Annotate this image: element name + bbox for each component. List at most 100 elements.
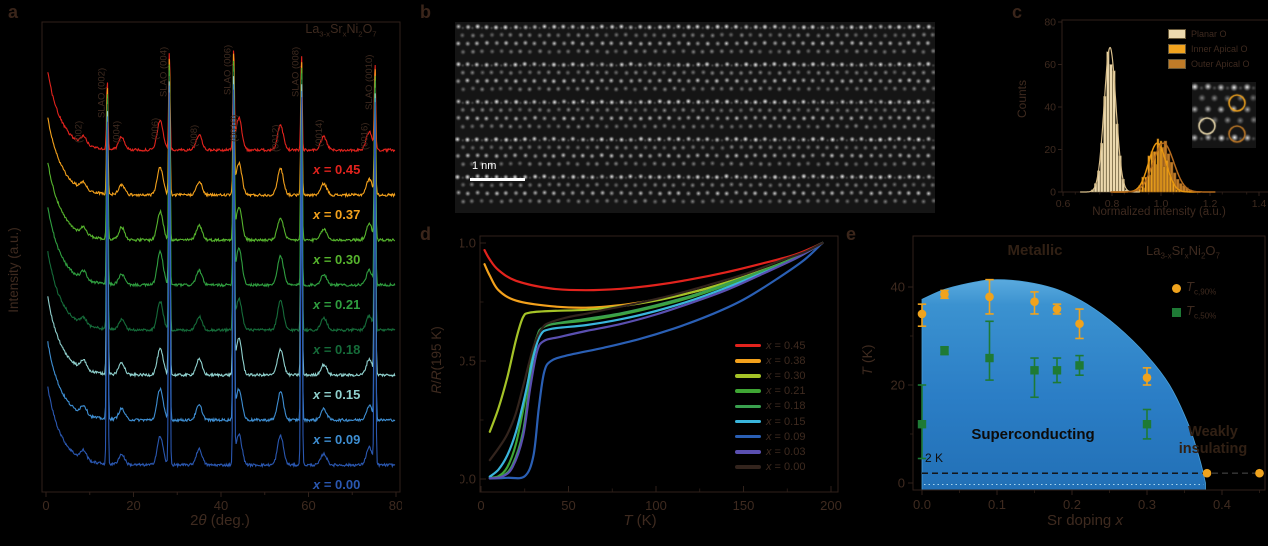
tc90-point — [1202, 468, 1212, 478]
panel-e-letter: e — [846, 224, 857, 244]
resistance-curve — [483, 241, 824, 292]
scale-bar — [470, 178, 525, 181]
substrate-peak-label: SLAO (002) — [96, 68, 107, 118]
tc50-point — [985, 353, 994, 363]
hist-bar — [1150, 151, 1154, 193]
tc90-point — [1142, 373, 1152, 382]
film-peak-label: (008) — [189, 125, 200, 147]
xrd-title-formula: La3-xSrxNi2O7 — [305, 22, 377, 39]
resistance-legend-item: x = 0.30 — [735, 368, 805, 383]
hist-bar — [1153, 151, 1157, 193]
superconducting-region-label: Superconducting — [971, 426, 1095, 443]
plot-frame — [912, 235, 1266, 491]
x-tick-label: 1.0 — [1154, 198, 1169, 210]
phase-legend: Tc,90% Tc,50% — [1172, 276, 1216, 324]
resistance-legend-item: x = 0.38 — [735, 353, 805, 368]
hist-bar — [1162, 166, 1166, 193]
y-tick-label: 80 — [1044, 17, 1056, 29]
hist-bar — [1159, 140, 1163, 193]
legend-label: Inner Apical O — [1191, 43, 1248, 54]
xrd-curve — [47, 89, 396, 469]
y-tick-label: 20 — [1044, 144, 1056, 156]
resistance-legend-item: x = 0.15 — [735, 414, 805, 429]
legend-line — [735, 404, 761, 409]
xrd-curve-label: x = 0.18 — [313, 342, 361, 357]
legend-swatch — [1168, 28, 1186, 39]
y-tick-label: 0 — [1050, 187, 1056, 199]
xrd-curve-label: x = 0.09 — [313, 432, 361, 447]
x-tick-label: 0.4 — [1213, 497, 1231, 512]
resistance-curve — [488, 241, 824, 478]
tc50-point — [940, 346, 949, 355]
x-tick-label: 60 — [301, 498, 315, 513]
film-peak-label: (002) — [74, 121, 85, 143]
xrd-curve-label: x = 0.30 — [313, 252, 361, 267]
substrate-peak-label: SLAO (0010) — [364, 55, 375, 110]
film-peak-label: (0014) — [314, 120, 325, 147]
y-tick-label: 40 — [891, 280, 905, 295]
y-tick-label: 0.5 — [460, 354, 476, 369]
legend-line — [735, 389, 761, 393]
resistance-legend-item: x = 0.03 — [735, 444, 805, 459]
resistance-legend-item: x = 0.09 — [735, 429, 805, 444]
histogram-legend-item: Planar O — [1168, 26, 1250, 41]
resistance-legend: x = 0.45 x = 0.38 x = 0.30 x = 0.21 x = 0.18… — [735, 338, 805, 475]
resistance-y-axis-label: R/R(195 K) — [429, 326, 444, 394]
stem-image — [455, 22, 935, 213]
gaussian-fit-curve — [1110, 142, 1216, 193]
tc90-point — [1075, 319, 1084, 329]
legend-label: x = 0.21 — [766, 385, 806, 398]
phase-legend-item: Tc,50% — [1172, 300, 1216, 324]
x-tick-label: 40 — [214, 498, 228, 513]
panel-c-letter: c — [1012, 2, 1023, 22]
substrate-peak-label: SLAO (006) — [223, 45, 234, 95]
tc90-point — [1255, 468, 1264, 478]
x-tick-label: 100 — [645, 498, 667, 513]
scale-bar-label: 1 nm — [472, 160, 497, 172]
legend-swatch — [1168, 43, 1186, 54]
tc50-point — [1030, 366, 1039, 375]
legend-marker — [1172, 283, 1181, 293]
two-kelvin-label: 2 K — [925, 451, 944, 465]
legend-label: Outer Apical O — [1191, 58, 1250, 69]
film-peak-label: (006) — [150, 118, 161, 140]
legend-line — [735, 343, 761, 348]
tc50-point — [1052, 366, 1062, 375]
phase-legend-item: Tc,90% — [1172, 276, 1216, 300]
xrd-plot: 0 20 40 60 80 (002) (004) (006) (008) (0010) (0012… — [41, 21, 402, 513]
tc90-point — [917, 309, 927, 319]
legend-label: x = 0.09 — [766, 430, 806, 443]
x-tick-label: 0.2 — [1063, 497, 1081, 512]
film-peak-label: (0012) — [271, 125, 282, 152]
xrd-x-axis-label: 2θ (deg.) — [190, 512, 250, 529]
x-tick-label: 1.2 — [1203, 198, 1218, 210]
resistance-legend-item: x = 0.21 — [735, 384, 805, 399]
x-tick-label: 150 — [733, 498, 755, 513]
substrate-peak-label: SLAO (008) — [291, 47, 302, 97]
panel-b-letter: b — [420, 2, 431, 22]
legend-line — [735, 450, 761, 454]
y-tick-label: 60 — [1044, 59, 1056, 71]
substrate-peak-label: SLAO (004) — [158, 47, 169, 97]
legend-swatch — [1168, 58, 1186, 69]
resistance-legend-item: x = 0.45 — [735, 338, 805, 353]
x-tick-label: 0.1 — [988, 497, 1006, 512]
legend-label: x = 0.15 — [766, 415, 806, 428]
panel-a-letter: a — [8, 2, 19, 22]
legend-marker — [1172, 307, 1181, 317]
histogram-legend-item: Outer Apical O — [1168, 56, 1250, 71]
legend-label: x = 0.38 — [766, 354, 806, 367]
xrd-y-axis-label: Intensity (a.u.) — [6, 227, 21, 313]
y-tick-label: 1.0 — [460, 236, 476, 251]
legend-label: x = 0.03 — [766, 445, 806, 458]
legend-line — [735, 434, 761, 439]
x-tick-label: 50 — [561, 498, 575, 513]
film-peak-label: (004) — [112, 121, 123, 143]
histogram-legend-item: Inner Apical O — [1168, 41, 1250, 56]
resistance-plot: 0 50 100 150 200 1.0 0.5 0.0 — [460, 235, 842, 513]
legend-line — [735, 374, 761, 378]
y-tick-label: 0 — [898, 476, 905, 491]
resistance-curve — [488, 241, 824, 480]
xrd-curve — [47, 50, 396, 154]
